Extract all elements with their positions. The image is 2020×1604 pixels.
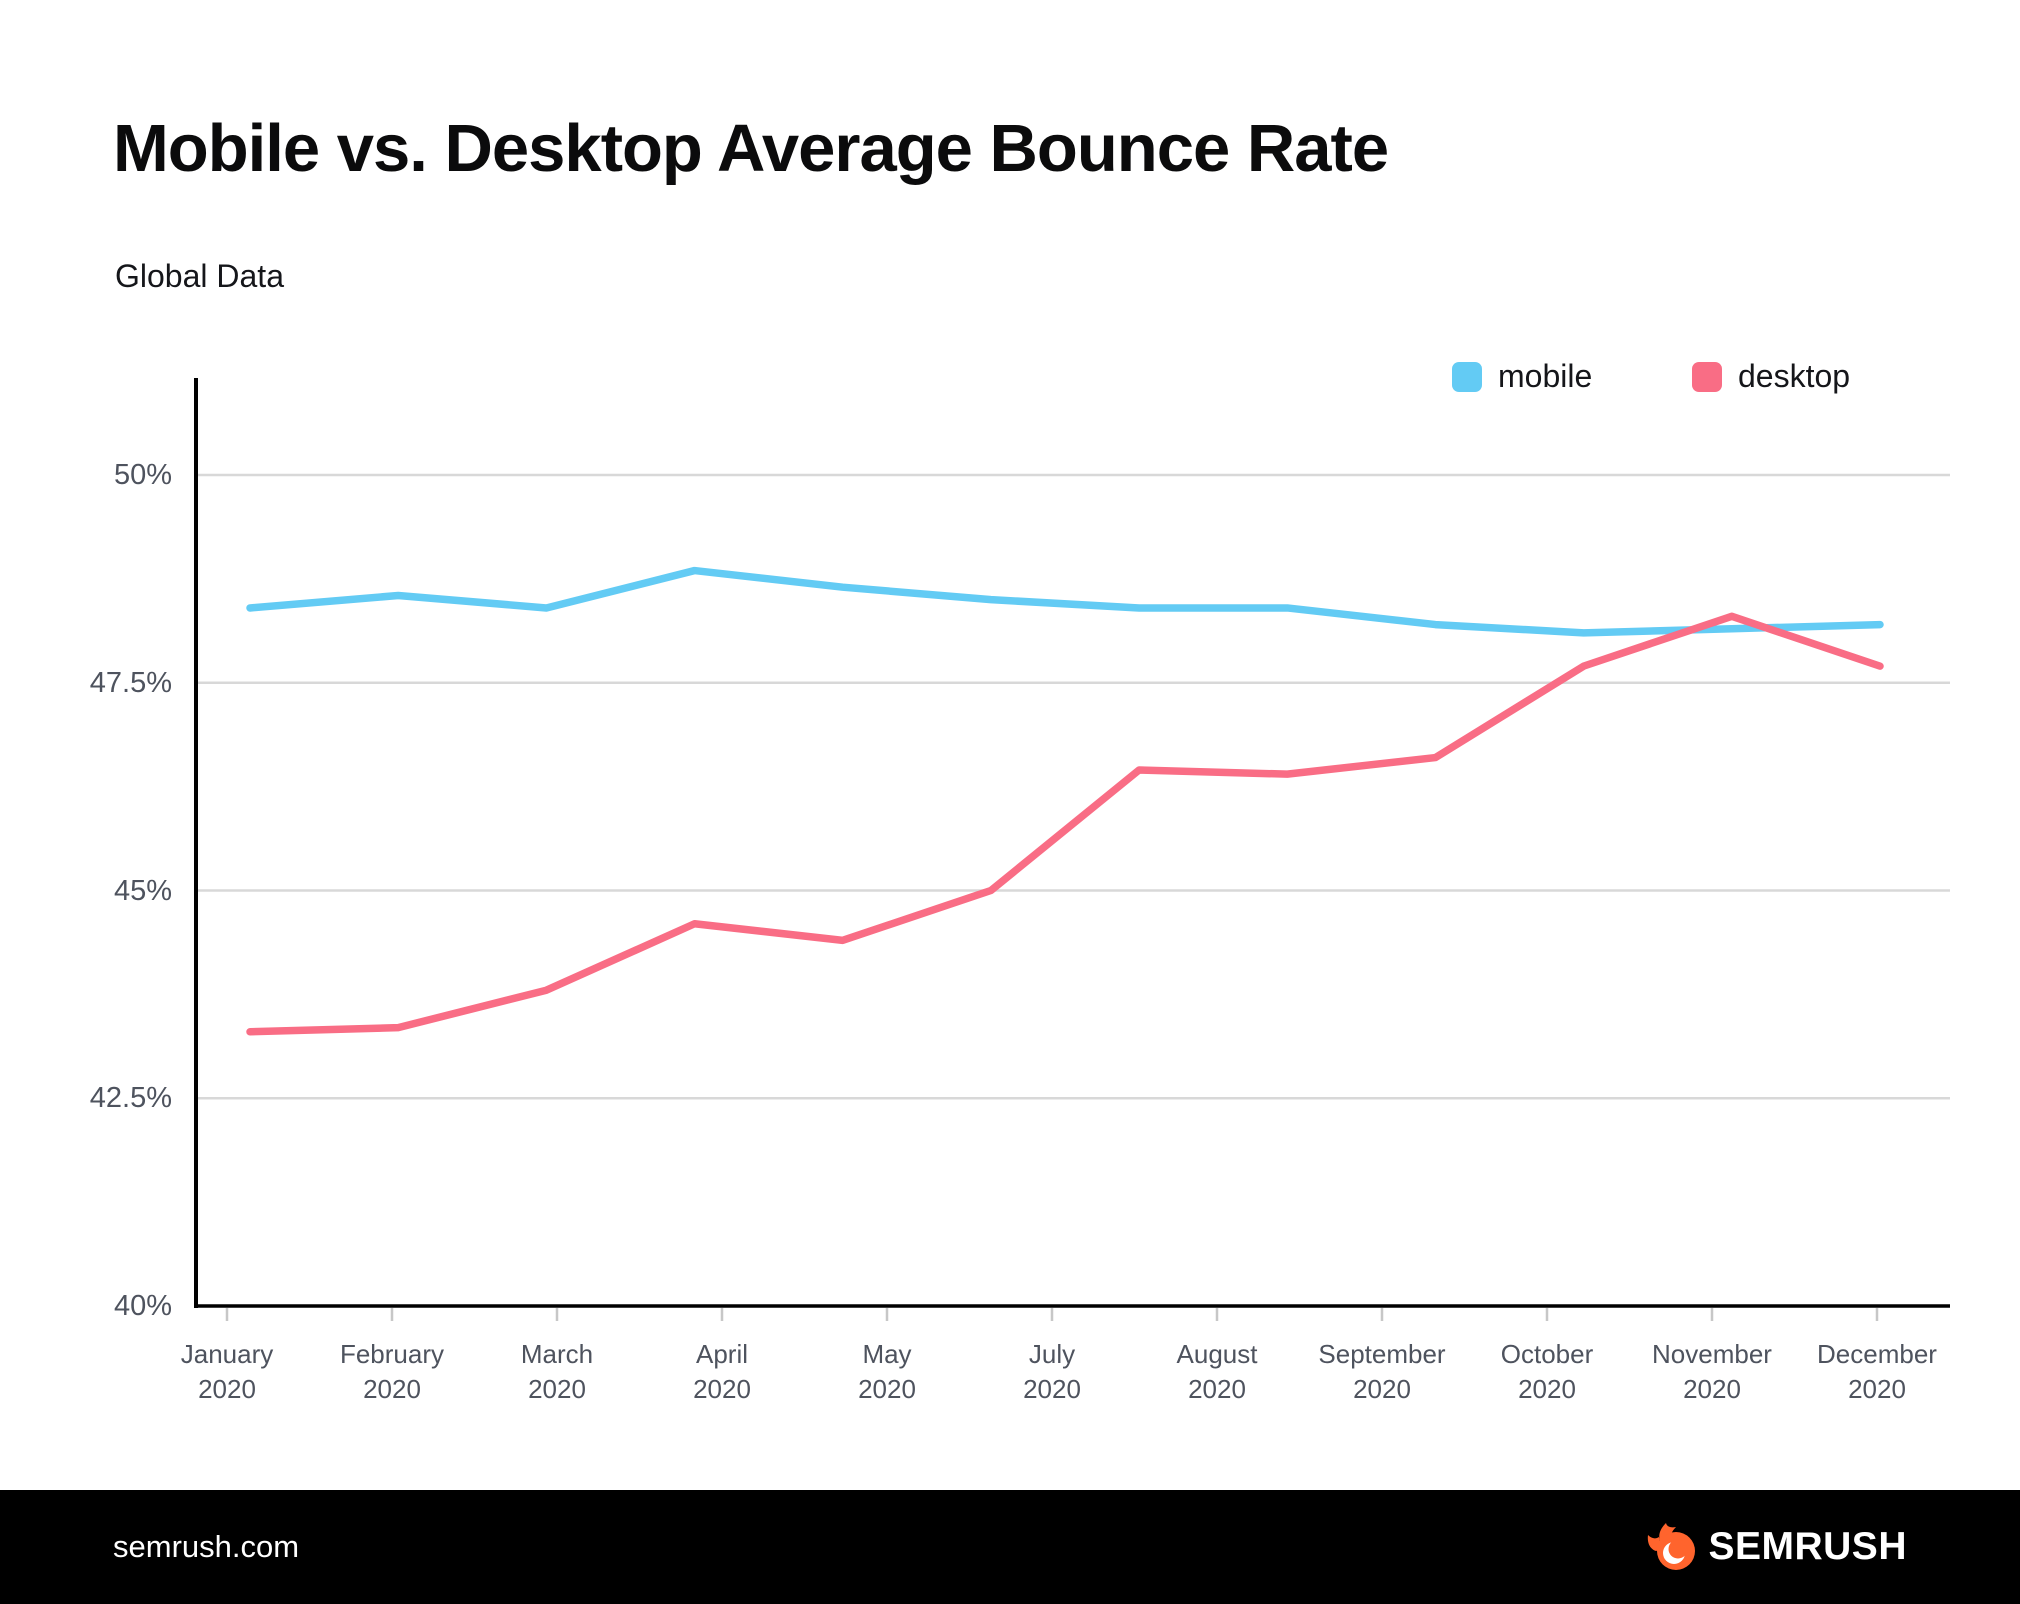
x-axis-label-year: 2020 bbox=[1023, 1374, 1081, 1404]
semrush-logo: SEMRUSH bbox=[1646, 1521, 1907, 1573]
x-axis-label-month: December bbox=[1817, 1339, 1937, 1369]
x-axis-label-month: March bbox=[520, 1339, 594, 1369]
x-axis-label-november: November 2020 bbox=[1622, 1337, 1802, 1407]
x-axis-label-august: August 2020 bbox=[1127, 1337, 1307, 1407]
legend-swatch-mobile bbox=[1452, 361, 1482, 392]
x-axis-label-year: 2020 bbox=[858, 1374, 916, 1404]
x-axis-label-year: 2020 bbox=[1518, 1374, 1576, 1404]
x-axis-label-year: 2020 bbox=[198, 1374, 256, 1404]
x-axis-label-september: September 2020 bbox=[1292, 1337, 1472, 1407]
x-axis-label-year: 2020 bbox=[363, 1374, 421, 1404]
x-axis-label-march: March 2020 bbox=[467, 1337, 647, 1407]
page-subtitle: Global Data bbox=[115, 258, 284, 294]
x-axis-label-january: January 2020 bbox=[137, 1337, 317, 1407]
mobile-line-series bbox=[246, 566, 1884, 637]
x-axis-label-february: February 2020 bbox=[302, 1337, 482, 1407]
x-axis-label-month: February bbox=[339, 1339, 445, 1369]
y-axis-label-47.5%: 47.5% bbox=[89, 666, 172, 699]
x-axis-label-month: July bbox=[1028, 1339, 1076, 1369]
x-axis-label-month: May bbox=[862, 1339, 912, 1369]
x-axis-label-october: October 2020 bbox=[1457, 1337, 1637, 1407]
x-axis-label-year: 2020 bbox=[1683, 1374, 1741, 1404]
page-title: Mobile vs. Desktop Average Bounce Rate bbox=[113, 111, 1389, 186]
x-axis-label-may: May 2020 bbox=[797, 1337, 977, 1407]
x-axis-label-month: October bbox=[1500, 1339, 1594, 1369]
x-axis-label-december: December 2020 bbox=[1787, 1337, 1967, 1407]
y-axis-label-40%: 40% bbox=[113, 1290, 172, 1322]
x-axis-label-month: August bbox=[1176, 1339, 1258, 1369]
flame-eye-dot bbox=[1673, 1544, 1681, 1552]
legend-item-mobile: mobile bbox=[1452, 358, 1592, 395]
x-axis-label-month: November bbox=[1652, 1339, 1772, 1369]
x-axis-label-year: 2020 bbox=[693, 1374, 751, 1404]
semrush-flame-icon bbox=[1648, 1523, 1696, 1570]
x-axis-label-year: 2020 bbox=[1353, 1374, 1411, 1404]
x-axis-label-month: January bbox=[180, 1339, 274, 1369]
y-axis-label-42.5%: 42.5% bbox=[89, 1082, 172, 1115]
footer-site-text: semrush.com bbox=[113, 1529, 300, 1564]
x-axis-label-year: 2020 bbox=[1848, 1374, 1906, 1404]
desktop-line-series bbox=[246, 612, 1884, 1036]
x-axis-label-july: July 2020 bbox=[962, 1337, 1142, 1407]
legend-label-desktop: desktop bbox=[1738, 358, 1851, 394]
x-axis-label-month: April bbox=[695, 1339, 748, 1369]
footer-bar: semrush.com SEMRUSH bbox=[0, 1490, 2020, 1604]
x-axis-label-april: April 2020 bbox=[632, 1337, 812, 1407]
x-axis-label-year: 2020 bbox=[528, 1374, 586, 1404]
legend-item-desktop: desktop bbox=[1692, 358, 1850, 395]
legend-swatch-desktop bbox=[1692, 361, 1722, 392]
x-axis-label-month: September bbox=[1318, 1339, 1446, 1369]
legend-label-mobile: mobile bbox=[1498, 358, 1593, 394]
y-axis-label-45%: 45% bbox=[113, 874, 172, 907]
y-axis-label-50%: 50% bbox=[113, 459, 172, 491]
semrush-logo-text: SEMRUSH bbox=[1708, 1525, 1907, 1568]
x-axis-label-year: 2020 bbox=[1188, 1374, 1246, 1404]
